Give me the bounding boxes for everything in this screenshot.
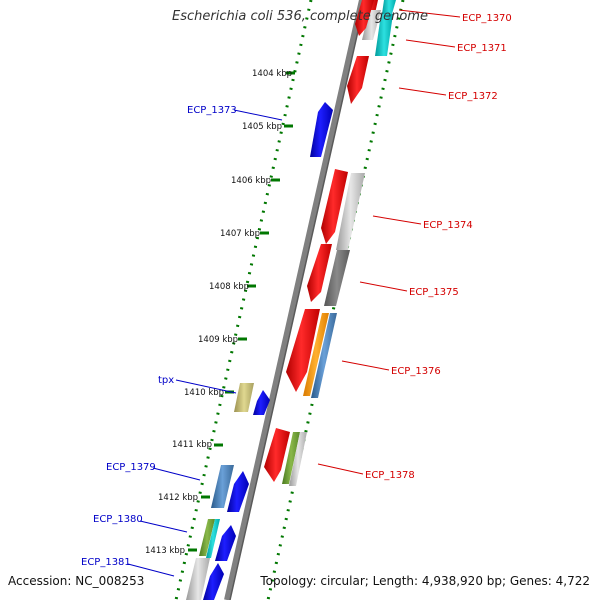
- gene-ecp-1373[interactable]: [310, 102, 333, 157]
- gene-tpx[interactable]: [253, 390, 270, 415]
- label-ecp-1379: ECP_1379: [106, 462, 156, 473]
- reverse-genes: [186, 102, 333, 600]
- label-ecp-1372: ECP_1372: [448, 91, 498, 102]
- gene-ecp-1375[interactable]: [307, 244, 332, 302]
- gene-ecp-1371-cyan[interactable]: [375, 14, 393, 56]
- accession-text: Accession: NC_008253: [8, 574, 145, 588]
- tick-marks: [188, 71, 295, 552]
- label-ecp-1378: ECP_1378: [365, 470, 415, 481]
- gene-ecp-1381-gray[interactable]: [186, 558, 210, 600]
- label-ecp-1373: ECP_1373: [187, 105, 237, 116]
- tick-label: 1411 kbp: [172, 440, 212, 450]
- gene-ecp-1376-steel[interactable]: [311, 313, 337, 398]
- label-ecp-1381: ECP_1381: [81, 557, 131, 568]
- gene-ecp-1370-cyan[interactable]: [382, 0, 396, 14]
- gene-tpx-khaki[interactable]: [234, 383, 254, 412]
- tick-label: 1413 kbp: [145, 546, 185, 556]
- gene-ecp-1381[interactable]: [203, 563, 224, 600]
- right-labels: ECP_1370 ECP_1371 ECP_1372 ECP_1374 ECP_…: [317, 9, 512, 481]
- tick-label: 1406 kbp: [231, 176, 271, 186]
- tick-label: 1405 kbp: [242, 122, 282, 132]
- gene-ecp-1378-olive[interactable]: [282, 432, 300, 484]
- gene-ecp-1379-steel[interactable]: [211, 465, 234, 508]
- backbone-shadow: [229, 0, 366, 600]
- tick-label: 1404 kbp: [252, 69, 292, 79]
- tick-label: 1410 kbp: [184, 388, 224, 398]
- label-tpx: tpx: [158, 375, 174, 386]
- tick-labels: 1404 kbp 1405 kbp 1406 kbp 1407 kbp 1408…: [145, 69, 292, 556]
- tick-label: 1409 kbp: [198, 335, 238, 345]
- dotted-track-left: [174, 0, 313, 600]
- gene-ecp-1371-red[interactable]: [355, 0, 374, 36]
- gene-ecp-1378-gray[interactable]: [289, 432, 307, 486]
- map-title: Escherichia coli 536, complete genome: [172, 9, 428, 24]
- tick-label: 1412 kbp: [158, 493, 198, 503]
- label-ecp-1376: ECP_1376: [391, 366, 441, 377]
- forward-genes: [264, 0, 396, 486]
- gene-ecp-1379[interactable]: [227, 471, 249, 512]
- label-ecp-1380: ECP_1380: [93, 514, 143, 525]
- gene-ecp-1380-cyan[interactable]: [206, 519, 220, 558]
- gene-ecp-1378[interactable]: [264, 428, 290, 482]
- gene-ecp-1376-orange[interactable]: [303, 313, 329, 396]
- gene-ecp-1374-gray[interactable]: [336, 173, 365, 250]
- gene-ecp-1380-olive[interactable]: [199, 519, 215, 556]
- label-ecp-1375: ECP_1375: [409, 287, 459, 298]
- genome-summary-text: Topology: circular; Length: 4,938,920 bp…: [260, 574, 590, 588]
- gene-ecp-1371-gray[interactable]: [362, 10, 381, 40]
- label-ecp-1371: ECP_1371: [457, 43, 507, 54]
- label-ecp-1370: ECP_1370: [462, 13, 512, 24]
- tick-label: 1408 kbp: [209, 282, 249, 292]
- tick-label: 1407 kbp: [220, 229, 260, 239]
- gene-ecp-1372[interactable]: [347, 56, 369, 104]
- gene-ecp-1380[interactable]: [215, 525, 236, 561]
- label-ecp-1374: ECP_1374: [423, 220, 473, 231]
- gene-ecp-1374[interactable]: [321, 169, 348, 244]
- gene-ecp-1375-gray[interactable]: [324, 250, 350, 306]
- left-labels: ECP_1373 tpx ECP_1379 ECP_1380 ECP_1381: [81, 105, 283, 577]
- gene-ecp-1376[interactable]: [286, 309, 320, 392]
- genome-backbone: [224, 0, 365, 600]
